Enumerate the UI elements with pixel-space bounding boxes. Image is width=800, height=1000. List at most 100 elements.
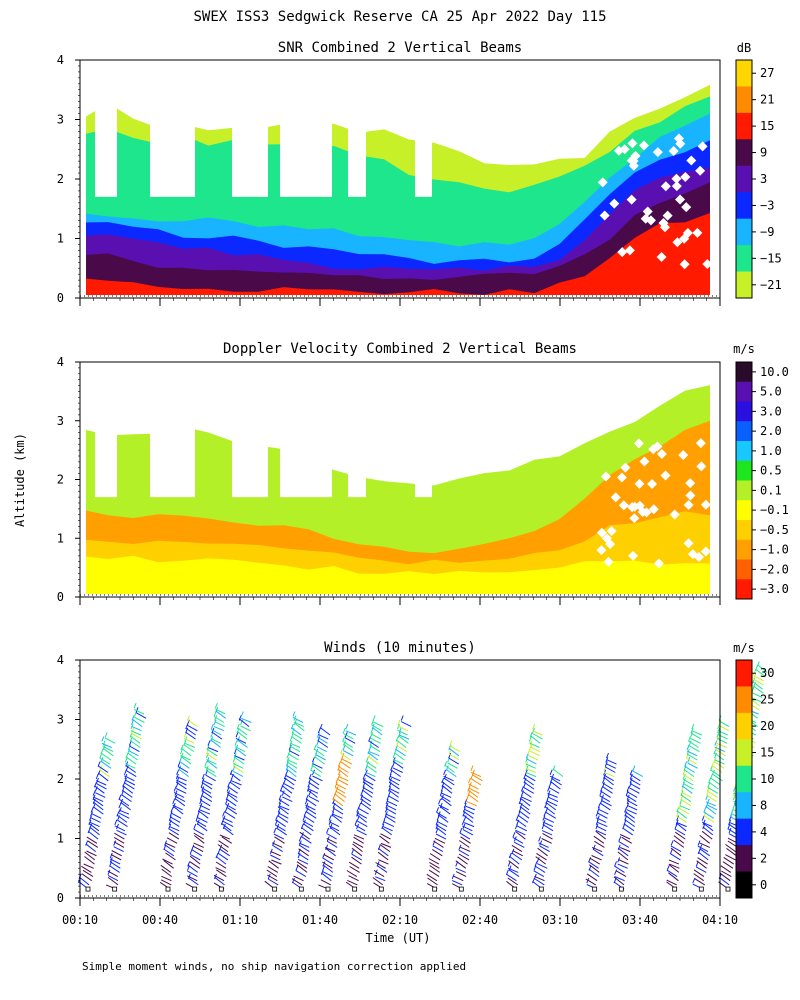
wind-barb [362, 779, 374, 786]
x-tick-label: 02:10 [382, 913, 418, 927]
data-gap-speck [659, 222, 670, 233]
wind-barb [697, 845, 709, 853]
wind-barb-flag [238, 715, 242, 721]
wind-barb [670, 845, 682, 853]
wind-barb [693, 869, 705, 878]
wind-barb [534, 875, 545, 882]
wind-barb [699, 835, 711, 844]
wind-barb [545, 802, 557, 811]
wind-barb-flag [706, 798, 710, 805]
wind-barb-flag [95, 773, 99, 780]
wind-barb [201, 790, 213, 798]
calm-marker [538, 886, 544, 892]
data-gap-speck [618, 500, 629, 511]
wind-barb [176, 779, 187, 786]
wind-barb [537, 847, 548, 857]
wind-barb [539, 845, 550, 853]
wind-barb-flag [295, 865, 299, 871]
wind-barb [394, 752, 405, 761]
wind-barb [385, 804, 397, 811]
wind-barb [116, 829, 127, 836]
wind-barb [365, 774, 376, 782]
wind-barb [342, 740, 353, 748]
wind-barb [175, 788, 187, 794]
wind-barb [120, 801, 131, 811]
wind-barb [288, 753, 299, 761]
wind-barb [338, 766, 349, 773]
colorbar-swatch [736, 381, 752, 402]
wind-barb [163, 848, 175, 857]
wind-barb-flag [702, 819, 706, 825]
wind-barb-flag [354, 819, 358, 825]
wind-barb [351, 847, 363, 857]
wind-barb [693, 873, 704, 882]
wind-barb [585, 878, 597, 886]
snr-colorbar: 27 21 15 9 3 −3 −9 −15 −21 [735, 59, 782, 299]
wind-barb [293, 721, 305, 728]
wind-barb-flag [626, 794, 630, 800]
wind-barb [455, 871, 467, 878]
wind-barb-flag [523, 773, 527, 780]
wind-barb [320, 872, 332, 882]
wind-barb [303, 815, 315, 823]
wind-barb [379, 835, 390, 844]
wind-barb [100, 752, 112, 761]
wind-barb [97, 765, 109, 773]
wind-barb [623, 823, 635, 832]
wind-barb [102, 747, 114, 757]
wind-barb [318, 734, 329, 740]
wind-barb [679, 805, 691, 811]
wind-barb [308, 777, 320, 786]
wind-barb [668, 872, 679, 882]
wind-barb [356, 814, 367, 823]
wind-barb-flag [384, 807, 388, 813]
wind-barb [626, 809, 637, 815]
wind-barb [229, 772, 241, 782]
wind-barb [118, 798, 130, 807]
wind-barb-flag [471, 769, 475, 775]
wind-barb-flag [236, 723, 240, 730]
wind-barb [185, 727, 196, 736]
wind-barb [332, 813, 343, 819]
wind-barb-flag [180, 752, 184, 759]
wind-barb-flag [313, 744, 317, 750]
wind-barb [191, 849, 203, 857]
data-gap-speck [672, 237, 683, 248]
colorbar-swatch [736, 112, 752, 140]
wind-barb [600, 790, 611, 798]
wind-barb-flag [684, 761, 688, 767]
wind-barb-flag [632, 765, 636, 771]
wind-barb [392, 760, 404, 769]
wind-barb [713, 760, 725, 769]
wind-barb [168, 825, 180, 832]
wind-barb [508, 867, 519, 873]
data-gap-speck [609, 198, 620, 209]
wind-barb [192, 845, 204, 853]
wind-barb [515, 829, 526, 836]
wind-barb [164, 842, 176, 848]
wind-barb [226, 806, 238, 815]
wind-barb [121, 794, 132, 803]
colorbar-swatch [736, 520, 752, 541]
wind-barb [217, 844, 229, 853]
wind-barb [312, 775, 323, 782]
wind-barb [718, 724, 730, 732]
wind-barb [397, 729, 408, 736]
wind-barb [222, 817, 233, 823]
wind-barb-flag [322, 861, 326, 867]
wind-barb-flag [511, 848, 515, 855]
wind-barb [187, 719, 198, 728]
wind-barb-flag [300, 832, 304, 838]
y-tick-label: 0 [57, 291, 64, 305]
wind-barb-flag [201, 773, 205, 780]
wind-barb [210, 738, 222, 744]
wind-barb [448, 753, 460, 761]
wind-barb [444, 777, 455, 786]
wind-barb [299, 844, 310, 853]
data-gap-speck [700, 546, 711, 557]
wind-barb [291, 732, 303, 740]
wind-barb [275, 824, 286, 832]
wind-barb [357, 820, 368, 828]
wind-barb [599, 795, 611, 803]
